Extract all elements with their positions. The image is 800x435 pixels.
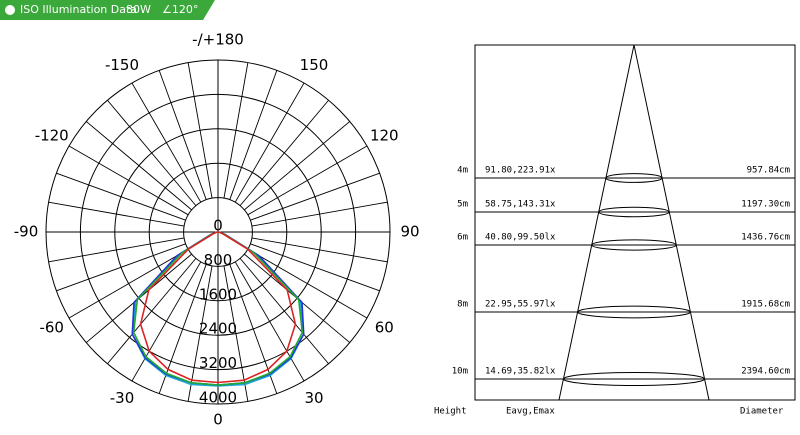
row-height: 6m: [457, 233, 468, 243]
angle-tick-label: 120: [370, 127, 399, 145]
angle-tick-label: -150: [105, 56, 139, 74]
intensity-curve: [139, 231, 297, 384]
beam-ellipse: [598, 206, 670, 218]
polar-chart: 0 800 1600 2400 3200 4000 -/+180 -150 150 -120 120…: [14, 31, 420, 429]
footer-diameter: Diameter: [740, 407, 784, 417]
row-height: 5m: [457, 200, 468, 210]
row-diameter: 1197.30cm: [741, 200, 790, 210]
angle-tick-label: -120: [35, 127, 69, 145]
row-diameter: 1436.76cm: [741, 233, 790, 243]
row-height: 8m: [457, 300, 468, 310]
cone-frame: [474, 44, 796, 401]
beam-ellipse: [591, 239, 677, 251]
ring: [148, 162, 288, 302]
beam-ellipse: [577, 305, 691, 319]
row-illuminance: 91.80,223.91x: [485, 166, 556, 176]
row-illuminance: 40.80,99.50lx: [485, 233, 556, 243]
radial-tick-label: 4000: [199, 389, 237, 407]
angle-tick-label: -90: [14, 223, 39, 241]
row-diameter: 957.84cm: [747, 166, 790, 176]
radial-tick-label: 800: [204, 251, 233, 269]
radial-tick-label: 3200: [199, 354, 237, 372]
header-power: 80W: [126, 3, 151, 16]
intensity-curve: [132, 231, 304, 386]
row-diameter: 2394.60cm: [741, 367, 790, 377]
cone-edge: [633, 44, 710, 401]
footer-illuminance: Eavg,Emax: [506, 407, 555, 417]
angle-tick-label: 60: [375, 319, 394, 337]
row-diameter: 1915.68cm: [741, 300, 790, 310]
angle-tick-label: -/+180: [192, 31, 244, 49]
radial-tick-label: 0: [213, 217, 223, 235]
row-height: 10m: [452, 367, 468, 377]
row-illuminance: 22.95,55.97lx: [485, 300, 556, 310]
angle-tick-label: 30: [304, 389, 323, 407]
cone-diagram: 4m 91.80,223.91x 957.84cm 5m 58.75,143.31x 11…: [434, 44, 796, 417]
ring: [183, 197, 253, 267]
header-title: ISO Illumination Data: [20, 3, 137, 16]
ring: [45, 59, 391, 405]
angle-tick-label: 0: [213, 411, 223, 429]
header-tab: [0, 0, 215, 20]
angle-tick-label: 90: [400, 223, 419, 241]
ring: [114, 128, 322, 336]
angle-tick-label: 150: [300, 56, 329, 74]
beam-ellipse: [562, 371, 706, 387]
footer-height: Height: [434, 407, 467, 417]
radial-tick-label: 1600: [199, 285, 237, 303]
ring: [79, 93, 357, 371]
row-illuminance: 14.69,35.82lx: [485, 367, 556, 377]
header-beam: ∠120°: [162, 3, 198, 16]
row-illuminance: 58.75,143.31x: [485, 200, 556, 210]
angle-tick-label: -30: [110, 389, 135, 407]
beam-ellipse: [605, 173, 663, 183]
header-icon: [5, 5, 15, 15]
cone-edge: [558, 44, 635, 401]
row-height: 4m: [457, 166, 468, 176]
angle-tick-label: -60: [39, 319, 64, 337]
radial-tick-label: 2400: [199, 320, 237, 338]
